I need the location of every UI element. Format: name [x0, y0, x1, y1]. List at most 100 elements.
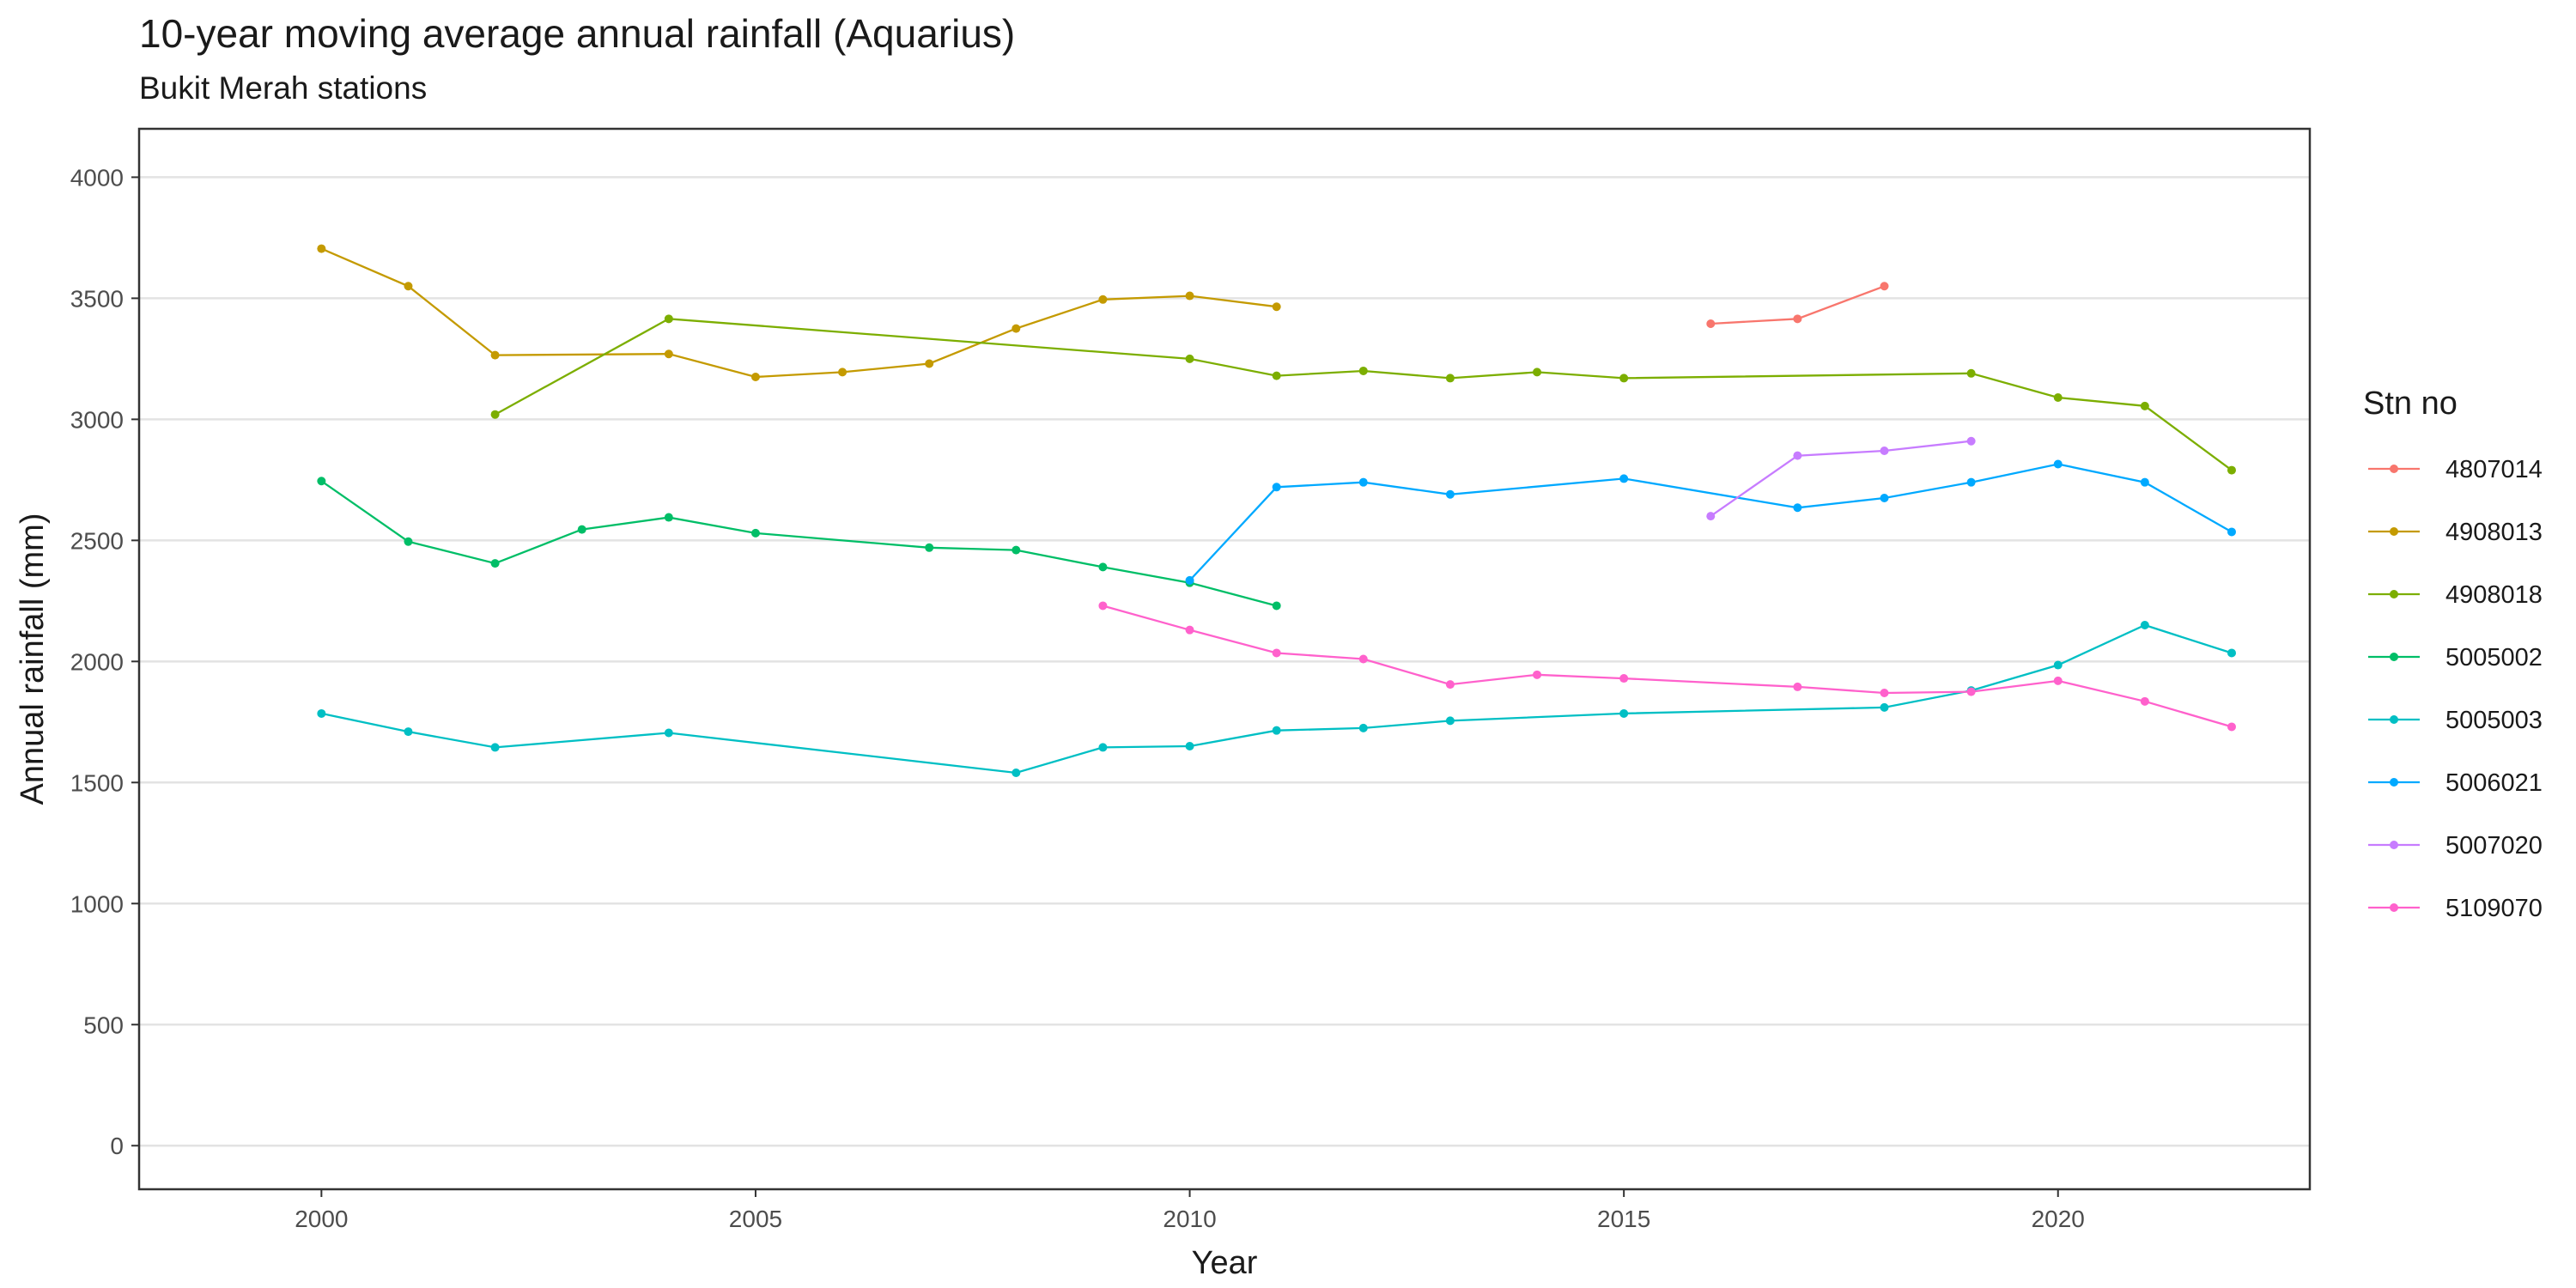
series-line — [1710, 440, 1971, 518]
legend-item: 5006021 — [2368, 769, 2543, 797]
data-point — [2227, 527, 2236, 537]
data-point — [1098, 295, 1108, 304]
legend-label: 5005002 — [2445, 644, 2543, 671]
data-point — [664, 349, 673, 359]
gridlines — [139, 176, 2310, 1147]
x-tick-label: 2000 — [295, 1206, 348, 1232]
data-point — [1533, 368, 1542, 377]
data-point — [2053, 676, 2063, 685]
legend-key-point — [2390, 590, 2398, 598]
legend-label: 4908013 — [2445, 519, 2543, 546]
data-point — [2227, 648, 2236, 658]
data-point — [1012, 545, 1021, 555]
data-point — [1533, 670, 1542, 679]
data-point — [490, 559, 500, 568]
legend-key-point — [2390, 465, 2398, 473]
legend-item: 5007020 — [2368, 832, 2543, 860]
y-tick-label: 0 — [110, 1133, 124, 1159]
data-point — [1012, 769, 1021, 778]
data-point — [2140, 696, 2149, 706]
axes: 0 500 1000 1500 2000 2500 3000 3500 4000 2000 2005… — [70, 164, 2085, 1232]
legend-item: 5005003 — [2368, 707, 2543, 734]
legend-item: 5109070 — [2368, 895, 2543, 922]
series-line — [320, 247, 1277, 379]
legend-label: 4807014 — [2445, 456, 2543, 483]
data-point — [925, 359, 934, 368]
series-5006021 — [1185, 459, 2236, 585]
data-point — [1445, 489, 1455, 499]
x-axis-title: Year — [1192, 1245, 1258, 1281]
legend-key-point — [2390, 778, 2398, 787]
data-point — [1793, 503, 1802, 513]
y-tick-label: 500 — [83, 1012, 124, 1038]
series-line — [495, 318, 2233, 471]
data-point — [925, 543, 934, 552]
data-point — [1272, 302, 1281, 312]
data-point — [490, 350, 500, 360]
y-tick-label: 1000 — [70, 890, 124, 917]
data-point — [1098, 601, 1108, 611]
legend-title: Stn no — [2363, 386, 2458, 422]
x-tick-label: 2015 — [1597, 1206, 1650, 1232]
series-5109070 — [1098, 601, 2236, 732]
chart-subtitle: Bukit Merah stations — [139, 70, 428, 106]
data-point — [1966, 436, 1976, 446]
data-point — [1185, 291, 1194, 301]
data-point — [317, 244, 326, 253]
series-line — [1103, 605, 2233, 728]
data-point — [1012, 324, 1021, 333]
data-point — [404, 727, 413, 737]
legend-key-point — [2390, 653, 2398, 661]
data-point — [1880, 702, 1889, 712]
data-point — [490, 410, 500, 419]
data-point — [1272, 371, 1281, 380]
data-point — [664, 513, 673, 522]
data-point — [1358, 477, 1368, 487]
legend-item: 4807014 — [2368, 456, 2543, 483]
data-point — [664, 314, 673, 324]
data-point — [2053, 660, 2063, 670]
data-point — [1880, 282, 1889, 291]
data-point — [1272, 483, 1281, 492]
x-tick-label: 2020 — [2032, 1206, 2085, 1232]
data-point — [1880, 688, 1889, 697]
data-point — [490, 743, 500, 752]
data-point — [2227, 722, 2236, 732]
data-point — [1966, 477, 1976, 487]
data-point — [1098, 743, 1108, 752]
data-point — [1185, 354, 1194, 363]
data-point — [664, 728, 673, 738]
data-point — [1445, 680, 1455, 690]
data-point — [1880, 447, 1889, 456]
y-tick-label: 3000 — [70, 406, 124, 433]
y-tick-label: 3500 — [70, 285, 124, 312]
data-point — [1272, 726, 1281, 735]
legend-label: 4908018 — [2445, 581, 2543, 609]
data-point — [1358, 723, 1368, 732]
data-point — [1966, 687, 1976, 696]
chart-title: 10-year moving average annual rainfall (… — [139, 11, 1016, 56]
data-point — [404, 537, 413, 546]
data-point — [577, 525, 586, 534]
legend-label: 5109070 — [2445, 895, 2543, 922]
data-point — [404, 282, 413, 291]
series-4908013 — [317, 244, 1281, 382]
data-point — [317, 708, 326, 718]
series-5005003 — [317, 621, 2236, 778]
legend-item: 4908018 — [2368, 581, 2543, 609]
x-tick-label: 2005 — [729, 1206, 782, 1232]
data-point — [2053, 392, 2063, 402]
data-point — [1793, 451, 1802, 460]
series-line — [320, 480, 1277, 607]
legend-label: 5006021 — [2445, 769, 2543, 797]
data-point — [1272, 648, 1281, 658]
data-point — [2053, 459, 2063, 469]
y-tick-label: 1500 — [70, 769, 124, 796]
data-point — [2140, 401, 2149, 410]
data-point — [750, 373, 760, 382]
data-point — [1793, 314, 1802, 324]
y-axis-title: Annual rainfall (mm) — [15, 513, 51, 805]
y-tick-label: 4000 — [70, 164, 124, 191]
legend-key-point — [2390, 527, 2398, 536]
data-point — [1880, 493, 1889, 502]
